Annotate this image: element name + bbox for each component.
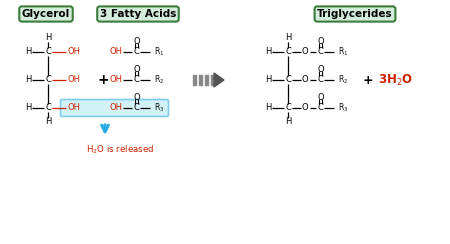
Text: C: C — [285, 75, 291, 84]
Text: O: O — [302, 48, 308, 57]
Text: O: O — [302, 103, 308, 112]
Text: H: H — [45, 33, 51, 42]
Text: C: C — [45, 75, 51, 84]
Text: 3H$_2$O: 3H$_2$O — [378, 72, 413, 88]
Text: R$_{3}$: R$_{3}$ — [154, 102, 165, 114]
Text: O: O — [318, 64, 324, 73]
Text: Triglycerides: Triglycerides — [317, 9, 393, 19]
Text: C: C — [133, 48, 139, 57]
Text: +: + — [97, 73, 109, 87]
Text: H: H — [285, 33, 291, 42]
Text: H: H — [285, 118, 291, 126]
Polygon shape — [214, 73, 224, 87]
Text: OH: OH — [68, 48, 81, 57]
Text: C: C — [133, 75, 139, 84]
Text: +: + — [363, 73, 374, 87]
Text: H: H — [25, 75, 31, 84]
Text: R$_{3}$: R$_{3}$ — [338, 102, 349, 114]
FancyBboxPatch shape — [60, 100, 168, 116]
Text: C: C — [317, 75, 323, 84]
Text: C: C — [133, 103, 139, 112]
Text: H: H — [265, 48, 271, 57]
Text: OH: OH — [109, 103, 122, 112]
Text: C: C — [285, 103, 291, 112]
Text: H: H — [45, 118, 51, 126]
Text: H: H — [265, 103, 271, 112]
Text: Glycerol: Glycerol — [22, 9, 70, 19]
Text: C: C — [317, 48, 323, 57]
Text: OH: OH — [68, 103, 81, 112]
Text: O: O — [318, 92, 324, 102]
Text: C: C — [317, 103, 323, 112]
Text: O: O — [134, 92, 140, 102]
Text: OH: OH — [68, 75, 81, 84]
Text: H: H — [25, 48, 31, 57]
Text: H$_2$O is released: H$_2$O is released — [86, 144, 154, 156]
Text: R$_{2}$: R$_{2}$ — [154, 74, 164, 86]
Text: R$_{1}$: R$_{1}$ — [338, 46, 349, 58]
Text: 3 Fatty Acids: 3 Fatty Acids — [100, 9, 176, 19]
Text: R$_{1}$: R$_{1}$ — [154, 46, 165, 58]
Text: OH: OH — [109, 48, 122, 57]
Text: C: C — [45, 103, 51, 112]
Text: C: C — [45, 48, 51, 57]
Text: O: O — [134, 37, 140, 45]
Text: H: H — [265, 75, 271, 84]
Text: OH: OH — [109, 75, 122, 84]
Text: O: O — [134, 64, 140, 73]
Text: H: H — [25, 103, 31, 112]
Text: C: C — [285, 48, 291, 57]
Text: O: O — [318, 37, 324, 45]
Text: O: O — [302, 75, 308, 84]
Text: R$_{2}$: R$_{2}$ — [338, 74, 348, 86]
